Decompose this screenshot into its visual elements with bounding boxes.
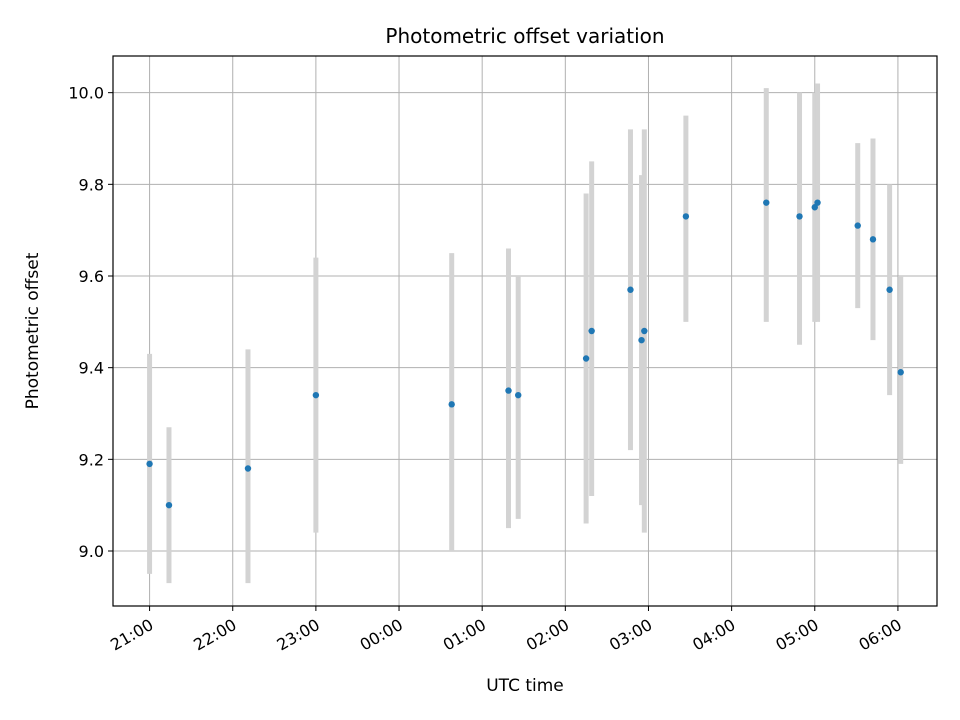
data-point <box>796 213 803 220</box>
data-point <box>638 336 645 344</box>
y-tick-label: 9.6 <box>79 267 104 286</box>
data-point <box>682 213 690 220</box>
x-tick-label: 00:00 <box>357 615 406 655</box>
x-tick-label: 23:00 <box>273 615 322 655</box>
data-point <box>886 286 893 293</box>
chart-title: Photometric offset variation <box>385 24 664 48</box>
plot-area-frame <box>112 55 938 607</box>
x-tick-label: 03:00 <box>606 615 655 655</box>
y-axis-title: Photometric offset <box>23 252 43 409</box>
data-point <box>505 387 512 394</box>
data-point <box>515 391 522 399</box>
data-point <box>763 199 770 206</box>
x-tick-label: 06:00 <box>855 615 904 655</box>
x-axis-ticks: 21:00 22:00 23:00 00:00 01:00 02:00 03:00 04:00… <box>107 606 905 655</box>
data-point <box>811 204 818 211</box>
data-point <box>588 327 595 335</box>
data-point <box>854 222 861 229</box>
x-axis-title: UTC time <box>486 676 564 696</box>
y-tick-label: 9.8 <box>79 175 104 194</box>
y-tick-label: 9.0 <box>79 542 104 561</box>
x-tick-label: 21:00 <box>107 615 156 655</box>
data-point <box>814 199 821 206</box>
data-points <box>146 199 904 509</box>
x-tick-label: 01:00 <box>440 615 489 655</box>
x-tick-label: 22:00 <box>190 615 239 655</box>
x-tick-label: 05:00 <box>772 615 821 655</box>
y-tick-label: 9.4 <box>79 359 104 378</box>
data-point <box>869 236 877 243</box>
y-axis-ticks: 9.0 9.2 9.4 9.6 9.8 10.0 <box>68 84 113 561</box>
data-point <box>641 327 648 335</box>
data-point <box>582 355 590 362</box>
y-tick-label: 10.0 <box>68 84 104 103</box>
y-tick-label: 9.2 <box>79 450 104 469</box>
error-bars <box>147 83 904 584</box>
data-point <box>897 369 904 376</box>
data-point <box>244 465 252 472</box>
data-point <box>627 286 634 293</box>
data-point <box>165 501 173 509</box>
data-point <box>448 401 455 408</box>
x-tick-label: 02:00 <box>523 615 572 655</box>
data-point <box>146 460 153 468</box>
x-tick-label: 04:00 <box>689 615 738 655</box>
data-point <box>312 391 320 399</box>
